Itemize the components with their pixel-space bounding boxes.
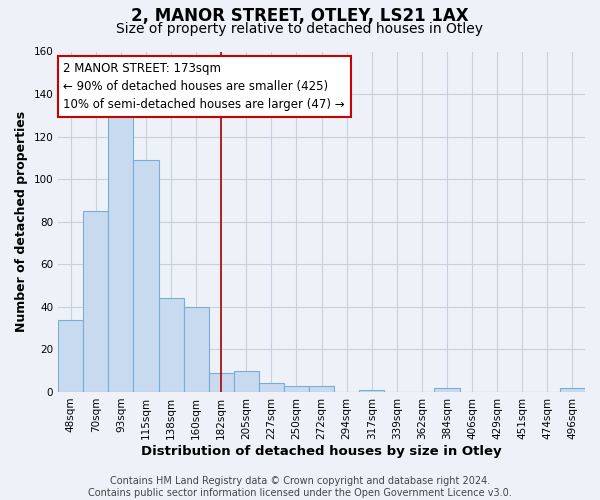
Bar <box>58 320 83 392</box>
Bar <box>359 390 385 392</box>
Bar <box>109 116 133 392</box>
Text: 2, MANOR STREET, OTLEY, LS21 1AX: 2, MANOR STREET, OTLEY, LS21 1AX <box>131 8 469 26</box>
Bar <box>434 388 460 392</box>
Bar <box>284 386 309 392</box>
Y-axis label: Number of detached properties: Number of detached properties <box>15 111 28 332</box>
Text: Size of property relative to detached houses in Otley: Size of property relative to detached ho… <box>116 22 484 36</box>
Bar <box>309 386 334 392</box>
Bar <box>209 373 234 392</box>
Bar <box>560 388 585 392</box>
X-axis label: Distribution of detached houses by size in Otley: Distribution of detached houses by size … <box>141 444 502 458</box>
Bar <box>158 298 184 392</box>
Bar <box>83 211 109 392</box>
Text: Contains HM Land Registry data © Crown copyright and database right 2024.
Contai: Contains HM Land Registry data © Crown c… <box>88 476 512 498</box>
Bar <box>133 160 158 392</box>
Bar <box>184 307 209 392</box>
Bar <box>259 384 284 392</box>
Text: 2 MANOR STREET: 173sqm
← 90% of detached houses are smaller (425)
10% of semi-de: 2 MANOR STREET: 173sqm ← 90% of detached… <box>64 62 345 110</box>
Bar <box>234 370 259 392</box>
